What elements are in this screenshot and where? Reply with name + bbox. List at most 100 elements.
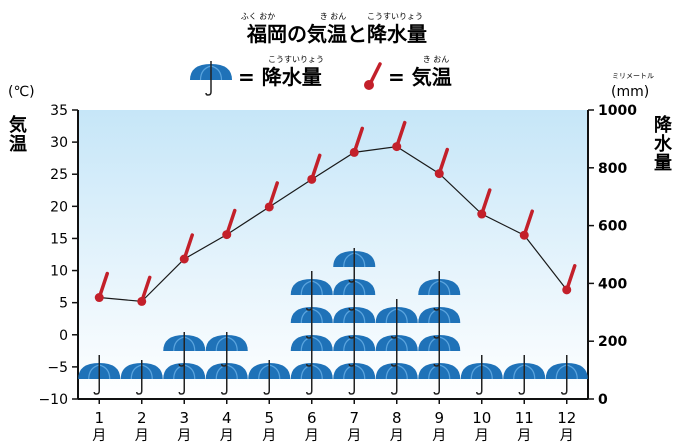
left-axis-unit: (℃)	[8, 84, 35, 100]
umbrella-icon	[163, 332, 206, 367]
x-tick-label: 11	[515, 409, 534, 427]
umbrella-handle	[348, 334, 355, 339]
thermometer-bulb	[392, 142, 402, 152]
umbrella-ribs	[215, 336, 238, 352]
umbrella-handle	[348, 306, 355, 311]
title-ruby-1: ふく おか	[241, 12, 276, 21]
umbrella-icon	[333, 248, 376, 283]
umbrella-icon	[78, 360, 121, 395]
precip-marks	[78, 248, 588, 395]
thermometer-marker	[477, 188, 492, 219]
umbrella-icon	[460, 360, 503, 395]
right-tick-label: 800	[598, 161, 627, 177]
umbrella-handle	[433, 334, 440, 339]
x-tick-label: 3	[179, 409, 189, 427]
umbrella-ribs	[88, 364, 111, 380]
umbrella-icon	[333, 360, 376, 395]
legend-temp-ruby: き おん	[423, 55, 450, 64]
umbrella-handle	[221, 362, 228, 367]
left-tick-label: −10	[38, 392, 68, 408]
right-axis-label-1: 降	[654, 114, 673, 136]
umbrella-icon	[375, 360, 418, 395]
umbrella-icon	[545, 360, 588, 395]
umbrella-icon	[290, 276, 333, 311]
umbrella-handle	[433, 362, 440, 367]
left-tick-label: 10	[50, 264, 68, 280]
right-axis-unit: (mm)	[611, 84, 649, 100]
right-tick-label: 600	[598, 219, 627, 235]
umbrella-ribs	[428, 280, 451, 296]
umbrella-handle	[263, 390, 270, 395]
x-tick-suffix: 月	[92, 428, 106, 442]
umbrella-handle	[136, 390, 143, 395]
x-tick-suffix: 月	[560, 428, 574, 442]
legend-precip-label: = 降水量	[238, 65, 322, 89]
left-tick-label: 0	[59, 328, 68, 344]
x-tick-label: 10	[472, 409, 491, 427]
thermometer-bulb	[264, 202, 274, 212]
right-axis-unit-ruby: ミリメートル	[612, 72, 654, 80]
umbrella-icon	[205, 332, 248, 367]
x-tick-suffix: 月	[432, 428, 446, 442]
right-tick-label: 400	[598, 276, 627, 292]
thermometer-marker	[519, 209, 534, 240]
umbrella-handle	[178, 390, 185, 395]
umbrella-icon	[375, 332, 418, 367]
thermometer-marker	[307, 153, 322, 184]
thermometer-stem	[368, 62, 382, 86]
umbrella-ribs	[258, 364, 281, 380]
thermometer-marker	[179, 233, 194, 264]
umbrella-ribs	[199, 65, 223, 81]
right-axis-label-2: 水	[654, 133, 673, 155]
thermometer-marker	[137, 275, 152, 306]
umbrella-icon	[333, 276, 376, 311]
thermometer-marker	[94, 271, 109, 303]
umbrella-handle	[93, 390, 100, 395]
x-tick-label: 2	[137, 409, 147, 427]
thermometer-bulb	[477, 209, 487, 219]
umbrella-handle	[306, 390, 313, 395]
x-tick-label: 8	[392, 409, 402, 427]
umbrella-icon	[120, 360, 163, 395]
umbrella-handle	[348, 278, 355, 283]
x-tick-label: 7	[349, 409, 359, 427]
umbrella-icon	[248, 360, 291, 395]
thermometer-bulb	[364, 80, 374, 90]
left-tick-label: 15	[50, 231, 68, 247]
umbrella-handle	[221, 390, 228, 395]
x-tick-label: 4	[222, 409, 232, 427]
umbrella-ribs	[343, 252, 366, 268]
legend-thermometer-icon	[364, 62, 382, 90]
thermometer-bulb	[179, 254, 189, 264]
umbrella-handle	[433, 306, 440, 311]
x-tick-suffix: 月	[177, 428, 191, 442]
x-tick-suffix: 月	[262, 428, 276, 442]
umbrella-icon	[418, 276, 461, 311]
umbrella-handle	[178, 362, 185, 367]
left-ticks: 35 30 25 20 15 10 5 0 −5 −10	[38, 103, 78, 408]
thermometer-bulb	[349, 147, 359, 157]
thermometer-bulb	[222, 230, 232, 240]
right-axis-label-3: 量	[654, 152, 672, 174]
umbrella-handle	[348, 362, 355, 367]
umbrella-handle	[391, 362, 398, 367]
thermometer-marker	[222, 208, 237, 240]
x-tick-label: 5	[264, 409, 274, 427]
umbrella-icon	[418, 332, 461, 367]
temperature-line	[99, 145, 568, 303]
thermometer-marker	[349, 126, 364, 157]
thermometer-bulb	[562, 285, 572, 295]
umbrella-icon	[290, 304, 333, 339]
legend-temp-label: = 気温	[388, 65, 452, 89]
thermometer-bulb	[137, 296, 147, 306]
x-tick-suffix: 月	[305, 428, 319, 442]
umbrella-handle	[306, 334, 313, 339]
thermometer-marker	[264, 181, 279, 212]
x-tick-suffix: 月	[390, 428, 404, 442]
umbrella-icon	[375, 304, 418, 339]
x-tick-suffix: 月	[475, 428, 489, 442]
left-tick-label: 30	[50, 135, 68, 151]
thermometer-marker	[392, 120, 407, 152]
thermometer-bulb	[94, 293, 104, 303]
